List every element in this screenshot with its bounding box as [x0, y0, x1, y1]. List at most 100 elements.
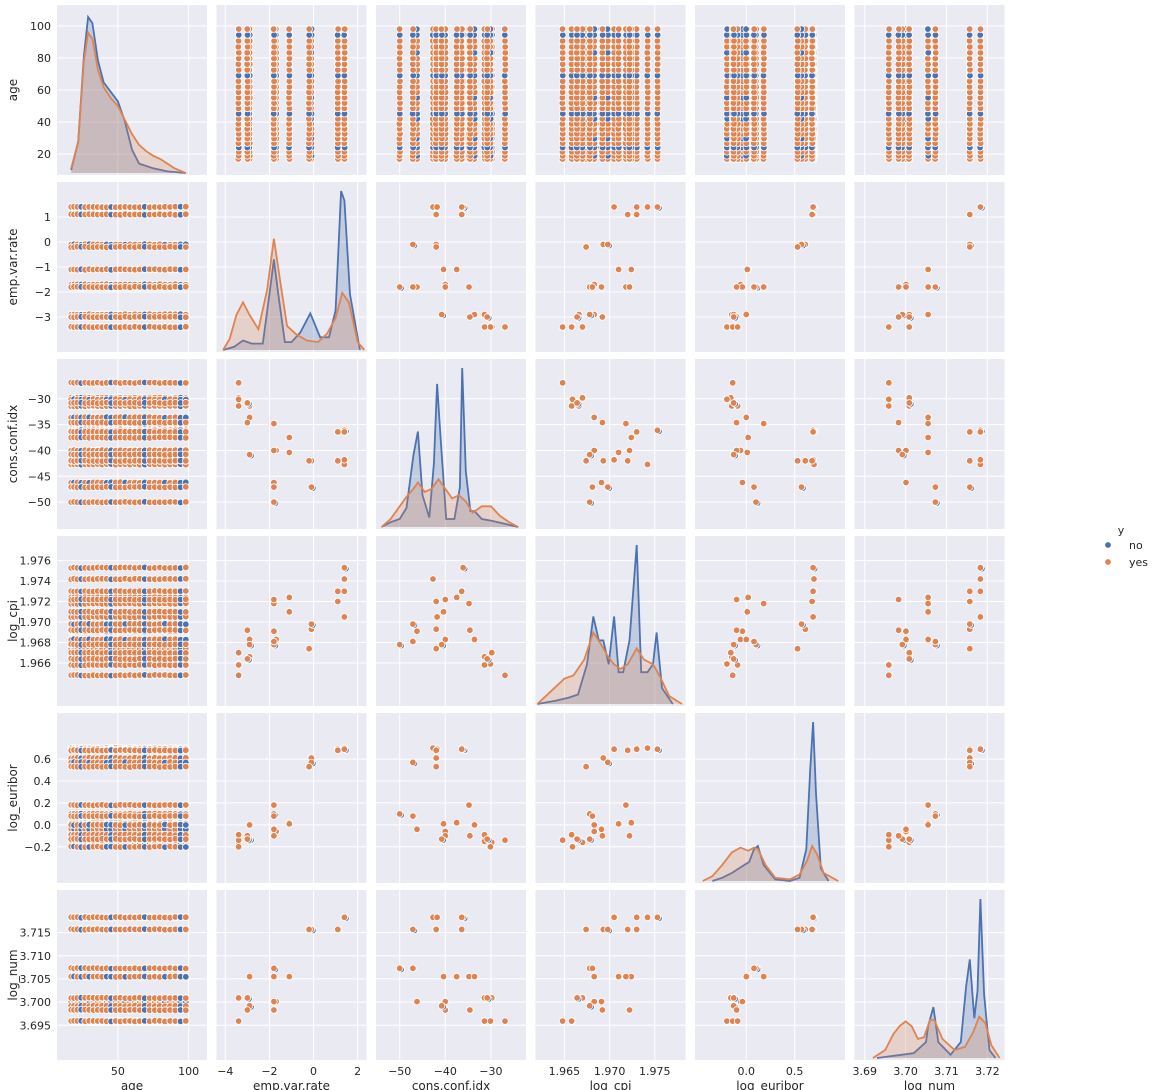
scatter-point	[653, 203, 662, 211]
scatter-point	[341, 25, 349, 33]
scatter-point	[809, 203, 817, 211]
scatter-point	[905, 313, 913, 321]
scatter-point	[597, 283, 606, 291]
scatter-point	[573, 25, 581, 33]
scatter-point	[182, 434, 190, 442]
scatter-point	[182, 323, 190, 331]
scatter-point	[894, 283, 903, 291]
scatter-point	[269, 25, 278, 33]
scatter-point	[285, 25, 293, 33]
scatter-point	[465, 283, 473, 291]
scatter-point	[182, 202, 190, 211]
scatter-point	[396, 283, 404, 291]
scatter-point	[653, 25, 662, 33]
scatter-point	[586, 25, 594, 33]
scatter-point	[305, 25, 313, 33]
scatter-point	[730, 313, 738, 321]
scatter-point	[760, 283, 768, 291]
scatter-point	[793, 243, 802, 251]
scatter-point	[458, 210, 466, 219]
scatter-point	[437, 25, 446, 33]
scatter-point	[182, 283, 190, 291]
scatter-point	[480, 323, 489, 331]
scatter-point	[966, 243, 974, 251]
kde-fill-no	[71, 17, 186, 173]
scatter-point	[432, 210, 440, 219]
scatter-point	[902, 283, 910, 291]
scatter-point	[743, 265, 751, 274]
scatter-point	[633, 203, 641, 211]
scatter-point	[742, 310, 750, 319]
scatter-point	[483, 25, 492, 33]
panel-emp.var.rate-vs-cons.conf.idx	[376, 182, 526, 352]
scatter-point	[729, 25, 738, 33]
scatter-point	[610, 203, 618, 211]
scatter-point	[924, 310, 932, 319]
scatter-point	[409, 25, 417, 33]
panel-age-vs-log_euribor	[695, 5, 845, 175]
scatter-point	[976, 25, 985, 33]
scatter-point	[750, 25, 758, 33]
scatter-point	[582, 243, 590, 251]
scatter-point	[453, 265, 461, 274]
scatter-point	[567, 323, 576, 331]
kde-line-no	[70, 14, 186, 174]
scatter-point	[182, 483, 190, 491]
panel-emp.var.rate-vs-log_euribor	[695, 182, 845, 352]
panel-age-vs-age	[57, 5, 207, 175]
scatter-point	[614, 265, 623, 274]
scatter-point	[965, 25, 974, 33]
scatter-point	[182, 428, 190, 436]
scatter-point	[598, 25, 607, 33]
panel-age-vs-log_num	[854, 5, 1005, 175]
scatter-point	[885, 323, 893, 331]
scatter-point	[924, 283, 932, 291]
scatter-point	[439, 265, 448, 274]
scatter-point	[604, 240, 612, 249]
scatter-point	[643, 25, 652, 33]
scatter-point	[182, 450, 190, 458]
scatter-point	[625, 283, 634, 291]
scatter-point	[573, 313, 581, 321]
scatter-point	[588, 283, 597, 291]
scatter-point	[466, 25, 474, 33]
scatter-point	[733, 323, 742, 331]
panel-emp.var.rate-vs-age	[57, 182, 207, 352]
scatter-point	[433, 203, 441, 211]
scatter-point	[409, 283, 417, 291]
scatter-point	[966, 210, 974, 219]
panel-age-vs-log_cpi	[535, 5, 686, 175]
scatter-point	[243, 25, 251, 33]
scatter-point	[905, 323, 913, 331]
scatter-point	[182, 210, 190, 218]
scatter-point	[931, 283, 940, 291]
panel-cons.conf.idx-vs-age	[57, 359, 207, 529]
scatter-point	[558, 25, 567, 33]
scatter-point	[432, 243, 440, 251]
scatter-point	[182, 418, 190, 427]
scatter-point	[895, 25, 903, 33]
kde-line-yes	[70, 30, 187, 174]
scatter-point	[182, 243, 190, 251]
scatter-point	[624, 210, 632, 219]
scatter-point	[395, 25, 404, 33]
scatter-point	[483, 313, 491, 321]
panel-age-vs-cons.conf.idx	[376, 5, 526, 175]
scatter-point	[598, 313, 607, 321]
scatter-point	[633, 210, 641, 219]
scatter-point	[182, 265, 190, 274]
scatter-point	[808, 25, 817, 33]
scatter-point	[182, 498, 190, 506]
scatter-point	[976, 203, 985, 211]
scatter-point	[586, 310, 594, 319]
scatter-point	[441, 283, 449, 291]
scatter-point	[182, 398, 190, 407]
scatter-point	[182, 379, 190, 387]
scatter-point	[182, 313, 190, 321]
kde-fill-yes	[71, 32, 186, 173]
scatter-point	[742, 25, 750, 33]
scatter-point	[578, 323, 587, 331]
scatter-point	[234, 25, 243, 33]
